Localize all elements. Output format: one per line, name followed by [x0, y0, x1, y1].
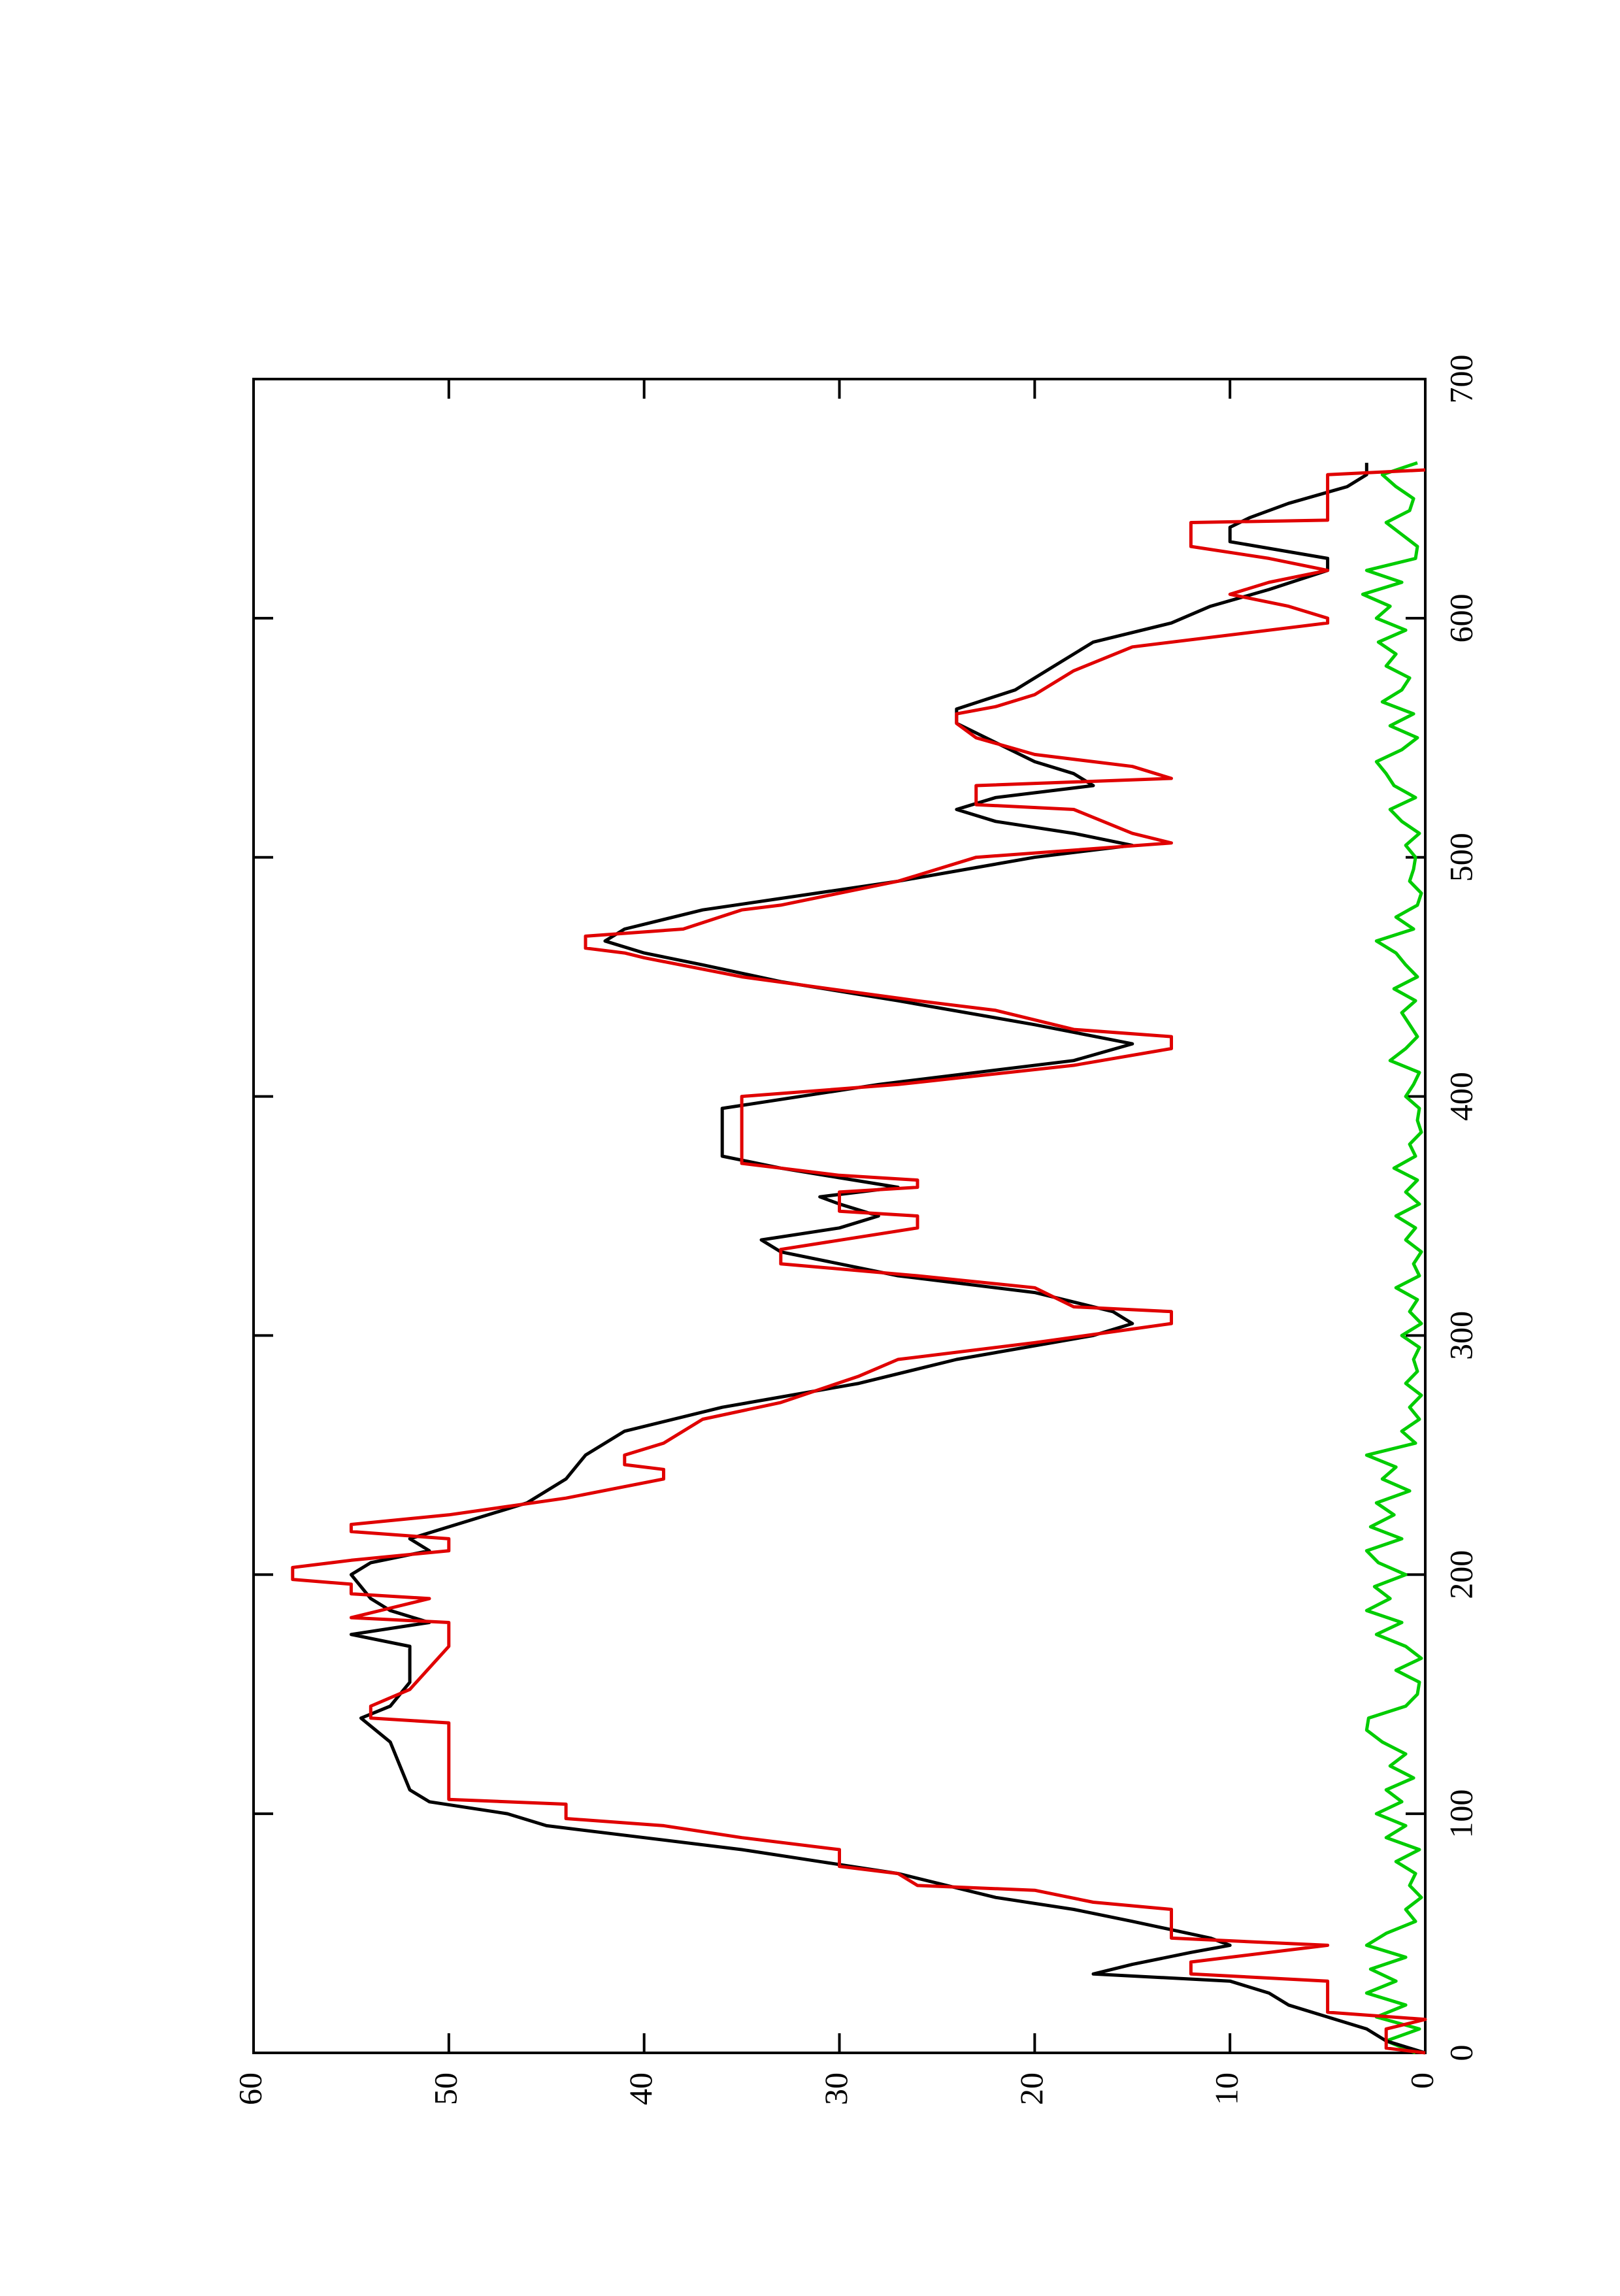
x-tick-label: 100: [1442, 1789, 1479, 1838]
y-tick-label: 50: [427, 2072, 463, 2105]
x-tick-label: 400: [1442, 1072, 1479, 1121]
x-tick-label: 0: [1442, 2045, 1479, 2061]
x-tick-label: 200: [1442, 1550, 1479, 1599]
y-tick-label: 0: [1403, 2072, 1440, 2089]
y-tick-label: 10: [1208, 2072, 1245, 2105]
y-tick-label: 60: [231, 2072, 268, 2105]
data-line: [349, 463, 1426, 2055]
y-tick-label: 30: [818, 2072, 854, 2105]
x-tick-label: 300: [1442, 1311, 1479, 1360]
x-tick-label: 500: [1442, 833, 1479, 882]
y-tick-label: 40: [622, 2072, 659, 2105]
data-line: [1361, 461, 1423, 2055]
x-tick-label: 600: [1442, 593, 1479, 642]
data-line: [291, 468, 1427, 2055]
y-tick-label: 20: [1013, 2072, 1050, 2105]
x-tick-label: 700: [1442, 355, 1479, 404]
